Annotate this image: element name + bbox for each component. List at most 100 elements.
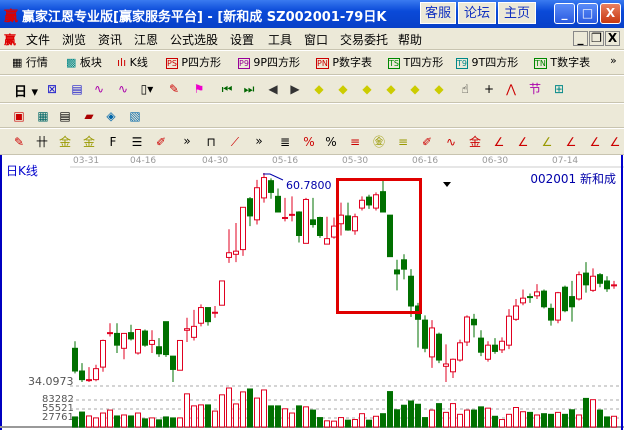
percent-icon[interactable]: % [325,135,337,149]
volume-bar [317,417,323,428]
more-draw-button[interactable]: » [183,134,191,148]
line-tool-icon[interactable]: ⋀ [506,82,516,96]
print-icon[interactable]: ▧ [129,109,141,123]
wave3-icon[interactable]: ∿ [93,82,105,96]
network-icon[interactable]: ◈ [106,109,116,123]
fib-icon[interactable]: F [109,135,117,149]
candle-type-icon[interactable]: ▯▾ [140,82,154,96]
shrink-icon[interactable]: ◆ [386,82,396,96]
gold-angle-icon[interactable]: ∠ [541,135,553,149]
calendar-icon[interactable]: ▣ [13,109,25,123]
expand-h-icon[interactable]: ◆ [362,82,372,96]
expand-icon[interactable]: ◆ [410,82,420,96]
gold-grid-icon[interactable]: 金 [58,135,71,149]
percent-line-icon[interactable]: % [303,135,315,149]
notes-icon[interactable]: ▤ [59,109,71,123]
zoom-right-icon[interactable]: ◆ [338,82,348,96]
candle-body [226,252,232,258]
candle-body [506,315,512,346]
zoom-left-icon[interactable]: ◆ [314,82,324,96]
god-angle-icon[interactable]: ∠ [565,135,577,149]
info-icon[interactable]: ▤ [71,82,83,96]
minimize-button[interactable]: _ [554,3,575,24]
9p-square-button[interactable]: P9 9P四方形 [238,56,301,69]
sine-icon[interactable]: ∿ [445,135,457,149]
gann-icon[interactable]: ⊞ [553,82,565,96]
ladder-icon[interactable]: ≣ [279,135,291,149]
candle-body [394,269,400,275]
save-icon[interactable]: ▰ [84,109,94,123]
candle-body [163,321,169,356]
menu-trade[interactable]: 交易委托 [340,33,389,47]
segment-icon[interactable]: 节 [528,82,541,96]
candle-body [548,307,554,321]
kline-button[interactable]: ılı K线 [117,56,148,69]
fan-icon[interactable]: ⟋ [230,135,240,149]
volume-bar [534,414,540,428]
wave9-icon[interactable]: ∿ [117,82,129,96]
menu-window[interactable]: 窗口 [304,33,329,47]
toolbar-more-button[interactable]: » [610,54,617,67]
kline-chart[interactable]: 03-31 04-16 04-30 05-16 05-30 06-16 06-30 07-14… [0,155,624,430]
period-select[interactable]: 日 ▾ [14,85,39,100]
hand-icon[interactable]: ☝ [461,82,469,96]
candle-body [471,318,477,326]
gold-bar-icon[interactable]: 金 [468,135,481,149]
gold-lines-icon[interactable]: ≡ [397,135,409,149]
mdi-restore-button[interactable]: ❐ [589,31,604,46]
angle-icon[interactable]: ∠ [493,135,505,149]
volume-bar [240,391,246,428]
win-angle-icon[interactable]: ∠ [589,135,601,149]
last-icon[interactable]: ⏭ [243,82,255,96]
close-button[interactable]: X [600,3,621,24]
box-icon[interactable]: ⊓ [206,135,216,149]
sector-button[interactable]: ▩ 板块 [66,56,102,69]
next-icon[interactable]: ▶ [290,82,300,96]
t-square-button[interactable]: TS T四方形 [388,56,444,69]
flag-icon[interactable]: ⚑ [193,82,205,96]
p-number-table-button[interactable]: PN P数字表 [316,56,372,69]
forum-button[interactable]: 论坛 [458,2,496,24]
pen-icon[interactable]: ✎ [13,135,25,149]
gold-circle-icon[interactable]: ㊎ [372,135,385,149]
candle-body [422,319,428,349]
customer-service-button[interactable]: 客服 [420,2,456,24]
calculator-icon[interactable]: ▦ [37,109,49,123]
draw-tool-icon[interactable]: ✎ [168,82,180,96]
expand-v-icon[interactable]: ◆ [434,82,444,96]
gold-grid2-icon[interactable]: 金 [82,135,95,149]
more-fan-button[interactable]: » [255,134,263,148]
volume-bar [604,416,610,428]
9t-square-button[interactable]: T9 9T四方形 [456,56,519,69]
mdi-close-button[interactable]: X [605,31,620,46]
four-angle-icon[interactable]: ∠ [609,135,621,149]
mdi-minimize-button[interactable]: _ [573,31,588,46]
menu-file[interactable]: 文件 [26,33,51,47]
percent-lines-icon[interactable]: ≡ [349,135,361,149]
spiral-icon[interactable]: ☰ [131,135,143,149]
layout-icon[interactable]: ⊠ [46,82,58,96]
maximize-button[interactable]: □ [577,3,598,24]
menu-info[interactable]: 资讯 [98,33,123,47]
candle-body [450,358,456,373]
quotes-button[interactable]: ▦ 行情 [12,56,48,69]
t-number-table-button[interactable]: TN T数字表 [534,56,591,69]
p-square-button[interactable]: PS P四方形 [166,56,222,69]
volume-bar [86,415,92,428]
grid-lines-icon[interactable]: 卄 [35,135,48,149]
f-angle-icon[interactable]: ∠ [517,135,529,149]
menu-formula[interactable]: 公式选股 [170,33,219,47]
menu-tools[interactable]: 工具 [268,33,293,47]
ruler-pen-icon[interactable]: ✐ [155,135,167,149]
crosshair-icon[interactable]: + [483,82,495,96]
menu-gann[interactable]: 江恩 [134,33,159,47]
homepage-button[interactable]: 主页 [498,2,536,24]
prev-icon[interactable]: ◀ [268,82,278,96]
menu-browse[interactable]: 浏览 [62,33,87,47]
marker-icon[interactable]: ✐ [421,135,433,149]
first-icon[interactable]: ⏮ [221,82,233,96]
app-menu-icon[interactable]: 赢 [4,33,17,47]
menu-help[interactable]: 帮助 [398,33,423,47]
down-triangle-icon [443,182,451,187]
menu-settings[interactable]: 设置 [230,33,255,47]
